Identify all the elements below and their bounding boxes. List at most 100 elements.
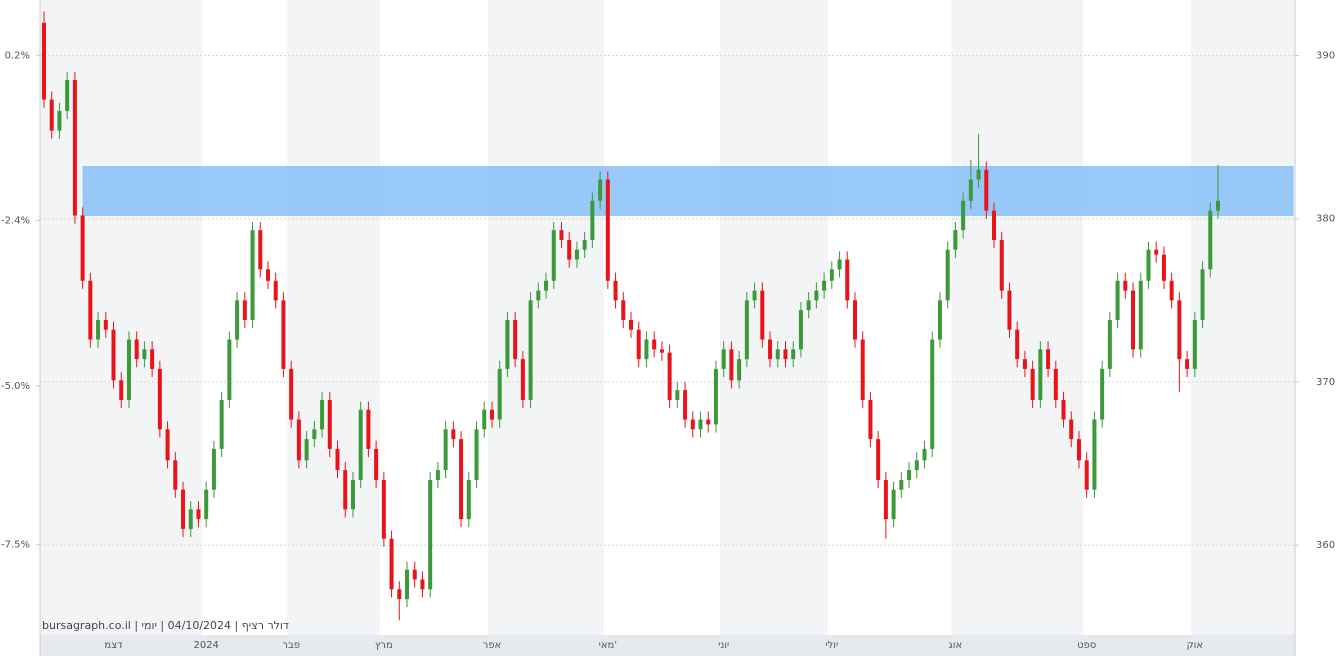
- candle-body: [806, 300, 811, 311]
- month-shading: [40, 0, 1295, 635]
- candle-body: [1146, 249, 1151, 281]
- candle-body: [1216, 200, 1220, 211]
- candle-body: [1015, 329, 1020, 360]
- candle-body: [265, 269, 270, 281]
- candle-body: [1138, 280, 1143, 350]
- x-axis-strip: [40, 635, 1295, 656]
- candle-body: [142, 349, 147, 360]
- candle-body: [459, 439, 464, 520]
- candle-body: [296, 419, 301, 461]
- candle-body: [590, 200, 595, 240]
- candle-body: [845, 259, 850, 301]
- candle-body: [497, 368, 502, 420]
- y-tick-label: 370: [1316, 377, 1335, 388]
- candle-body: [775, 349, 780, 360]
- candle-body: [489, 409, 494, 420]
- candle-body: [752, 290, 757, 301]
- candle-body: [1084, 460, 1089, 490]
- month-shade: [40, 0, 203, 635]
- x-tick-label: יולי: [825, 640, 838, 651]
- candle-body: [1161, 254, 1166, 281]
- candle-body: [358, 409, 363, 480]
- x-tick-label: פבר: [282, 640, 300, 651]
- candle-body: [1169, 280, 1174, 301]
- candle-body: [281, 300, 286, 369]
- candle-body: [930, 339, 935, 449]
- candle-body: [798, 310, 803, 350]
- x-tick-label: ספט: [1077, 640, 1096, 651]
- candle-body: [134, 339, 139, 360]
- candles: [42, 11, 1220, 621]
- candle-body: [783, 349, 788, 360]
- candle-body: [258, 230, 263, 270]
- candle-body: [706, 419, 711, 425]
- candle-body: [312, 429, 317, 440]
- candle-body: [876, 439, 881, 480]
- candle-body: [605, 179, 610, 281]
- month-shade: [488, 0, 604, 635]
- candle-body: [188, 509, 193, 529]
- candle-body: [760, 290, 765, 340]
- candle-body: [482, 409, 487, 430]
- candle-body: [544, 280, 549, 291]
- candle-body: [690, 419, 695, 430]
- candle-body: [165, 429, 170, 461]
- candle-body: [675, 390, 680, 400]
- candle-body: [1100, 368, 1105, 420]
- candle-body: [652, 339, 657, 350]
- candle-body: [644, 339, 649, 360]
- x-tick-label: מאי': [599, 640, 617, 651]
- candle-body: [1131, 290, 1136, 350]
- candle-body: [412, 569, 417, 580]
- candle-body: [721, 349, 726, 369]
- x-tick-label: אוק: [1187, 640, 1204, 651]
- candle-body: [582, 239, 587, 250]
- candle-body: [999, 239, 1004, 291]
- candle-body: [196, 509, 201, 520]
- candle-body: [505, 319, 510, 369]
- candle-body: [126, 339, 131, 400]
- candle-body: [907, 470, 912, 480]
- candle-body: [1053, 368, 1058, 400]
- candle-body: [814, 290, 819, 301]
- month-shade: [1190, 0, 1295, 635]
- candle-body: [891, 489, 896, 520]
- x-tick-label: מרץ: [375, 640, 393, 651]
- candle-body: [713, 368, 718, 425]
- candle-body: [474, 429, 479, 480]
- y-tick-label: 390: [1316, 51, 1335, 62]
- candle-body: [397, 589, 402, 600]
- grid: [40, 55, 1295, 546]
- candle-body: [235, 300, 240, 340]
- candle-body: [992, 210, 997, 240]
- candle-body: [922, 448, 927, 461]
- candle-body: [937, 300, 942, 340]
- candle-body: [551, 230, 556, 281]
- x-tick-label: דצמ: [104, 640, 123, 651]
- candle-body: [1046, 349, 1051, 369]
- candle-body: [914, 460, 919, 471]
- candle-body: [1200, 269, 1205, 320]
- candle-body: [1030, 368, 1035, 400]
- candle-body: [513, 319, 518, 360]
- candle-body: [1177, 300, 1182, 360]
- candle-body: [181, 489, 186, 529]
- candle-body: [667, 352, 672, 400]
- candle-body: [961, 200, 966, 231]
- candle-body: [80, 215, 85, 281]
- candle-body: [729, 349, 734, 381]
- watermark: bursagraph.co.il | דולר רציף | 04/10/202…: [42, 619, 289, 632]
- candle-body: [72, 79, 77, 216]
- candle-body: [976, 169, 981, 180]
- candle-body: [852, 300, 857, 340]
- candle-body: [1208, 210, 1213, 270]
- y2-tick-label: -5.0%: [1, 381, 30, 392]
- candle-body: [304, 439, 309, 461]
- candle-body: [536, 290, 541, 301]
- candle-body: [629, 319, 633, 330]
- candle-body: [1076, 439, 1081, 461]
- candle-body: [119, 380, 124, 400]
- candle-body: [466, 479, 471, 520]
